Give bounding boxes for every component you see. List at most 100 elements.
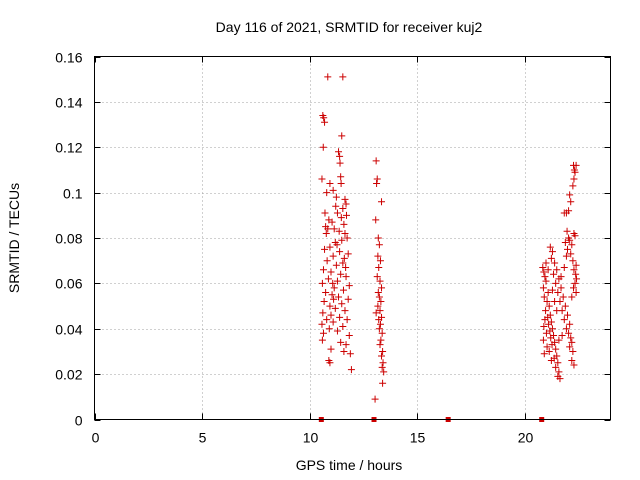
data-point xyxy=(562,325,570,333)
data-point xyxy=(569,347,577,355)
data-point xyxy=(570,175,578,183)
data-point xyxy=(376,257,384,265)
data-point xyxy=(340,347,348,355)
plot-frame xyxy=(94,56,611,420)
data-point xyxy=(337,214,345,222)
x-tick-label: 15 xyxy=(410,430,426,446)
data-point xyxy=(554,359,562,367)
data-point xyxy=(552,363,560,371)
x-tick-label: 10 xyxy=(303,430,319,446)
data-point xyxy=(568,338,576,346)
data-point xyxy=(542,307,550,315)
data-point xyxy=(347,366,355,374)
data-point xyxy=(552,279,560,287)
data-point xyxy=(324,73,332,81)
data-point xyxy=(324,225,332,233)
data-point xyxy=(539,263,547,271)
data-point xyxy=(375,263,383,271)
data-point xyxy=(343,234,351,242)
data-point xyxy=(548,341,556,349)
data-point xyxy=(344,250,352,258)
data-point xyxy=(375,316,383,324)
data-point xyxy=(335,293,343,301)
data-point xyxy=(561,302,569,310)
data-point xyxy=(340,220,348,228)
data-point xyxy=(539,336,547,344)
data-point xyxy=(374,252,382,260)
data-point xyxy=(328,218,336,226)
data-point xyxy=(541,273,549,281)
data-point xyxy=(324,275,332,283)
data-point xyxy=(339,259,347,267)
data-point xyxy=(552,345,560,353)
data-point xyxy=(542,259,550,267)
data-point xyxy=(320,114,328,122)
data-point xyxy=(378,329,386,337)
data-point xyxy=(327,268,335,276)
data-point xyxy=(327,311,335,319)
data-point xyxy=(327,345,335,353)
data-point xyxy=(540,293,548,301)
data-point xyxy=(346,350,354,358)
data-point xyxy=(376,307,384,315)
data-point xyxy=(318,279,326,287)
data-point xyxy=(569,182,577,190)
data-point xyxy=(553,307,561,315)
y-tick-label: 0.02 xyxy=(55,367,82,383)
data-point xyxy=(333,327,341,335)
data-point xyxy=(326,359,334,367)
data-point xyxy=(545,320,553,328)
data-point xyxy=(556,375,564,383)
data-point xyxy=(320,298,328,306)
data-point xyxy=(342,200,350,208)
data-point xyxy=(330,284,338,292)
data-point xyxy=(329,252,337,260)
data-point xyxy=(376,320,384,328)
data-point xyxy=(344,295,352,303)
data-point xyxy=(568,357,576,365)
data-point xyxy=(548,286,556,294)
data-point xyxy=(551,259,559,267)
data-point xyxy=(553,266,561,274)
data-point xyxy=(341,307,349,315)
data-point xyxy=(376,277,384,285)
y-axis-ticks: 0 0.02 0.04 0.06 0.08 0.1 0.12 0.14 0.16 xyxy=(55,50,611,429)
data-point xyxy=(337,338,345,346)
data-point xyxy=(339,205,347,213)
data-point xyxy=(318,320,326,328)
data-point xyxy=(323,257,331,265)
data-point xyxy=(336,152,344,160)
data-point xyxy=(558,332,566,340)
data-point xyxy=(378,352,386,360)
data-point xyxy=(323,189,331,197)
data-point xyxy=(543,343,551,351)
x-axis-label: GPS time / hours xyxy=(296,457,403,473)
data-point xyxy=(377,298,385,306)
data-point xyxy=(326,302,334,310)
data-point xyxy=(325,325,333,333)
data-point xyxy=(339,286,347,294)
data-point xyxy=(566,320,574,328)
data-point xyxy=(345,332,353,340)
y-tick-label: 0.04 xyxy=(55,322,82,338)
data-point xyxy=(374,234,382,242)
data-point xyxy=(333,241,341,249)
data-point xyxy=(540,322,548,330)
data-point xyxy=(550,270,558,278)
data-point xyxy=(379,347,387,355)
data-point xyxy=(319,329,327,337)
data-point xyxy=(570,284,578,292)
data-point xyxy=(540,268,548,276)
data-point xyxy=(329,186,337,194)
data-point xyxy=(345,282,353,290)
y-axis-label: SRMTID / TECUs xyxy=(6,183,22,293)
data-point xyxy=(339,322,347,330)
data-point xyxy=(554,288,562,296)
data-point xyxy=(372,216,380,224)
data-point xyxy=(555,336,563,344)
data-point xyxy=(540,350,548,358)
data-point xyxy=(342,341,350,349)
data-point xyxy=(336,248,344,256)
data-point xyxy=(557,273,565,281)
data-point xyxy=(373,273,381,281)
